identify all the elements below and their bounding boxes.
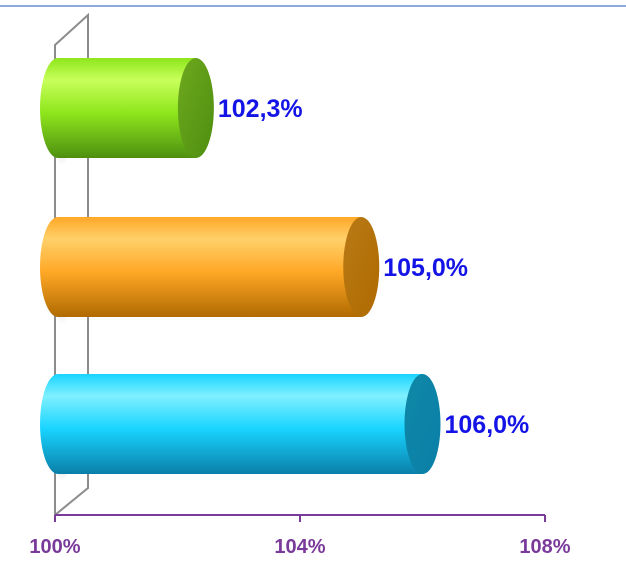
bar-body (40, 217, 362, 317)
bar-2 (40, 217, 380, 325)
bar-cap (404, 374, 441, 474)
data-label: 106,0% (445, 411, 530, 439)
bars (40, 58, 441, 482)
bar-cap (343, 217, 380, 317)
data-label: 105,0% (383, 254, 468, 282)
x-axis: 100% 104% 108% (29, 514, 571, 558)
bar-body (40, 374, 423, 474)
bar-cap (177, 58, 214, 158)
data-label: 102,3% (218, 95, 303, 123)
x-tick-label: 100% (29, 536, 80, 558)
bar-1 (40, 58, 214, 166)
data-labels: 102,3% 105,0% 106,0% (218, 95, 529, 439)
x-tick-label: 104% (274, 536, 325, 558)
bar-3 (40, 374, 441, 482)
bar-body (40, 58, 196, 158)
x-tick-label: 108% (519, 536, 570, 558)
